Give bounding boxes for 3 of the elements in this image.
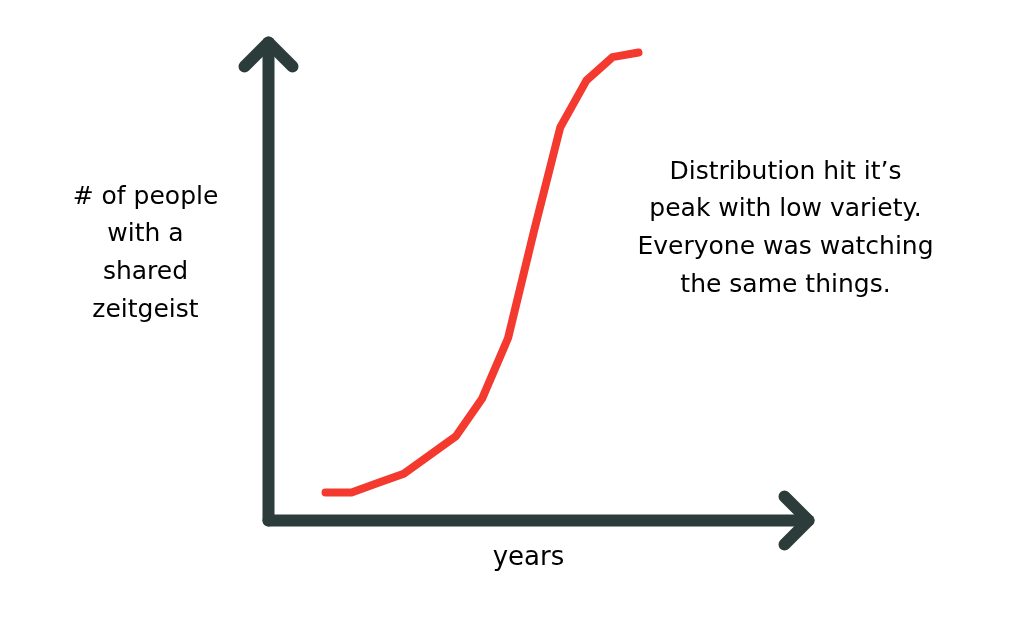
- annotation: Distribution hit it’s peak with low variety. Everyone was watching the same things.: [637, 155, 934, 298]
- y-axis-title: # of people with a shared zeitgeist: [72, 180, 219, 323]
- x-axis-title: years: [492, 540, 565, 571]
